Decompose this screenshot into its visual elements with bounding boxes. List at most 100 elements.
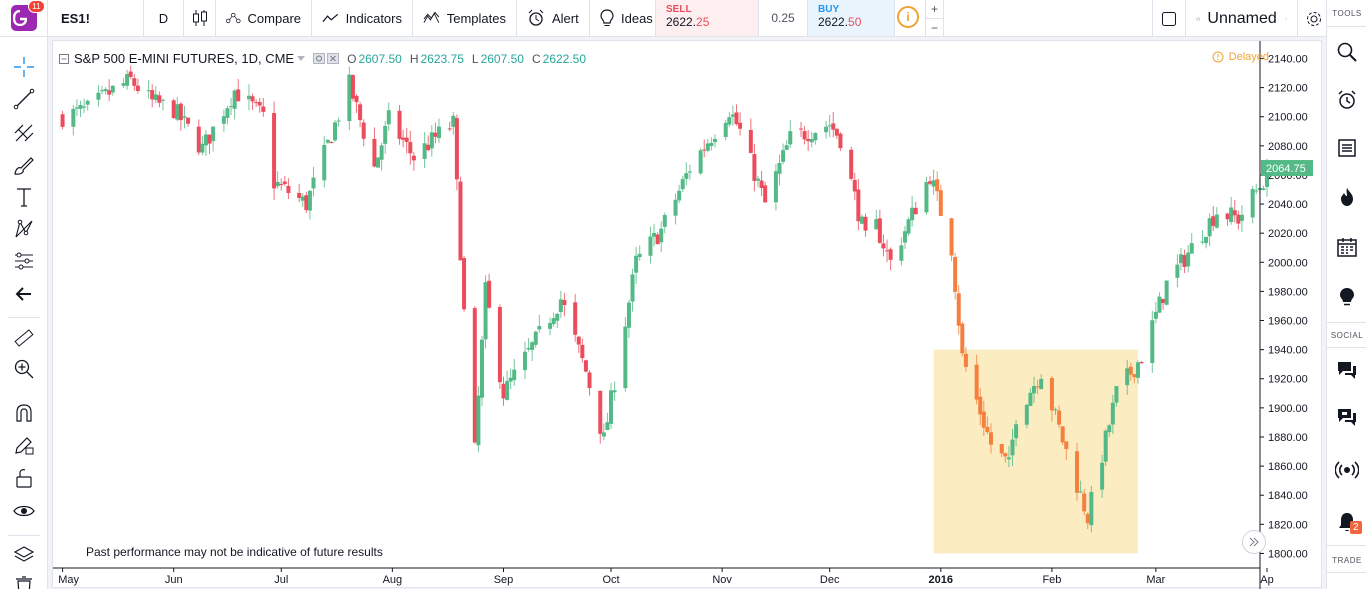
candle [773,164,778,211]
logo-button[interactable]: 11 [0,0,48,37]
price-axis[interactable]: 2140.002120.002100.002080.002060.002040.… [1260,53,1308,560]
price-chart[interactable]: 2140.002120.002100.002080.002060.002040.… [53,41,1323,589]
eye-icon [13,505,35,517]
text-icon [17,188,31,207]
candle [1236,210,1241,230]
zoom-tool[interactable] [12,357,36,381]
candle [297,184,302,203]
candle [483,275,488,349]
chat-button[interactable] [1335,358,1359,382]
candle [325,139,330,145]
watchlist-button[interactable] [1335,136,1359,160]
candle [1239,205,1244,233]
candle [1225,212,1230,226]
pattern-icon [15,219,33,238]
ohlc-open: O 2607.50 [347,51,402,66]
brush-tool[interactable] [12,153,36,177]
lock-drawings[interactable] [12,466,36,490]
pitchfork-tool[interactable] [12,120,36,144]
candle [71,105,76,136]
layout-menu[interactable]: Unnamed [1185,0,1297,37]
decrease-button[interactable]: − [926,18,943,37]
symbol-search[interactable]: ES1! [48,0,144,37]
delayed-status[interactable]: Delayed [1212,51,1269,63]
pitchfork-icon [14,124,34,142]
legend-settings-icon[interactable] [313,53,326,64]
candle [401,129,406,148]
notifications-button[interactable]: 2 [1335,510,1362,534]
back-tool[interactable] [12,282,36,306]
screener-button[interactable] [1335,40,1359,64]
trend-line-tool[interactable] [12,87,36,111]
compare-button[interactable]: Compare [216,0,312,37]
magnet-tool[interactable] [12,401,36,425]
ohlc-low: L 2607.50 [471,51,524,66]
candle [781,143,786,165]
interval-button[interactable]: D [144,0,184,37]
candle [1164,280,1169,306]
time-tick-label: Ap [1260,574,1273,586]
candle [203,130,208,156]
measure-tool[interactable] [12,326,36,350]
candle [429,124,434,157]
calendar-button[interactable] [1335,235,1359,259]
time-tick-label: Nov [712,574,732,586]
candle [336,117,341,127]
candle [752,144,757,192]
pattern-tool[interactable] [12,217,36,241]
candle [906,217,911,236]
hide-drawings[interactable] [12,499,36,523]
fullscreen-toggle[interactable] [1152,0,1185,37]
candle [1207,213,1212,247]
candle [727,112,732,127]
ohlc-close: C 2622.50 [531,51,587,66]
candle [1139,360,1144,364]
object-tree-button[interactable] [12,543,36,567]
alert-label: Alert [552,10,579,26]
candle [580,338,585,363]
series-title[interactable]: S&P 500 E-MINI FUTURES, 1D, CME [74,51,295,66]
cloud-icon [1196,17,1201,20]
candle [935,171,940,202]
candles [60,65,1269,533]
settings-button[interactable] [1297,0,1330,37]
candle [107,79,112,102]
candle [1110,394,1115,434]
candle [888,247,893,271]
ideas-button[interactable]: Ideas [590,0,663,37]
alert-button[interactable]: Alert [517,0,590,37]
indicators-button[interactable]: Indicators [312,0,413,37]
sell-button[interactable]: SELL 2622.25 [656,0,759,36]
candle [938,184,943,216]
dropdown-arrow-icon[interactable] [297,56,306,61]
scroll-to-realtime-button[interactable] [1242,530,1266,554]
stay-in-drawing-mode[interactable] [12,433,36,457]
candle [211,126,216,152]
buy-button[interactable]: BUY 2622.50 [807,0,894,36]
streams-button[interactable] [1335,458,1359,482]
disclaimer-text: Past performance may not be indicative o… [86,545,383,559]
templates-label: Templates [446,10,506,26]
candle [479,335,484,407]
chart-pane[interactable]: 2140.002120.002100.002080.002060.002040.… [52,40,1323,589]
crosshair-tool[interactable] [12,55,36,79]
time-axis[interactable]: May Jun Jul Aug Sep Oct Nov Dec 2016 Feb Mar Ap [58,568,1274,586]
ideas-stream-button[interactable] [1335,285,1359,309]
candle [121,78,126,89]
candle [272,101,277,200]
increase-button[interactable]: + [930,2,938,16]
templates-button[interactable]: Templates [413,0,517,37]
private-chat-icon [1338,409,1356,426]
chart-style-button[interactable] [184,0,216,37]
text-tool[interactable] [12,185,36,209]
candle [1114,386,1119,407]
alerts-button[interactable] [1335,88,1359,112]
hotlists-button[interactable] [1335,185,1359,209]
collapse-icon[interactable] [59,53,69,64]
info-icon[interactable]: i [897,6,919,28]
remove-drawings[interactable] [12,573,36,589]
legend-close-icon[interactable] [327,53,340,64]
candle [673,193,678,225]
private-chats-button[interactable] [1335,405,1359,429]
prediction-tool[interactable] [12,249,36,273]
